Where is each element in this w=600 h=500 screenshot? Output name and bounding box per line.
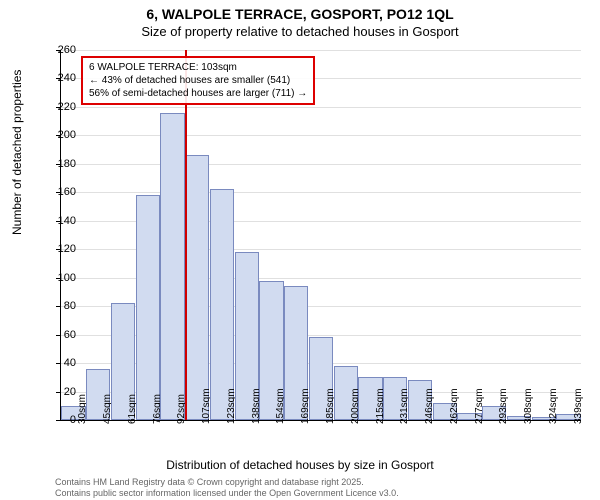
marker-line <box>185 50 187 420</box>
ytick-label: 200 <box>46 129 76 141</box>
x-axis-label: Distribution of detached houses by size … <box>0 458 600 472</box>
footer-attribution: Contains HM Land Registry data © Crown c… <box>55 477 399 500</box>
footer-line2: Contains public sector information licen… <box>55 488 399 499</box>
callout-line3: 56% of semi-detached houses are larger (… <box>89 87 307 100</box>
ytick-label: 60 <box>46 329 76 341</box>
gridline <box>61 50 581 51</box>
gridline <box>61 164 581 165</box>
page-subtitle: Size of property relative to detached ho… <box>0 22 600 39</box>
ytick-label: 120 <box>46 243 76 255</box>
histogram-bar <box>185 155 209 420</box>
ytick-label: 220 <box>46 101 76 113</box>
callout-line2: ← 43% of detached houses are smaller (54… <box>89 74 307 87</box>
histogram-bar <box>136 195 160 420</box>
page-title: 6, WALPOLE TERRACE, GOSPORT, PO12 1QL <box>0 0 600 22</box>
ytick-label: 240 <box>46 72 76 84</box>
ytick-label: 160 <box>46 186 76 198</box>
ytick-label: 20 <box>46 386 76 398</box>
gridline <box>61 107 581 108</box>
callout-box: 6 WALPOLE TERRACE: 103sqm ← 43% of detac… <box>81 56 315 105</box>
histogram-chart: 30sqm45sqm61sqm76sqm92sqm107sqm123sqm138… <box>60 50 581 421</box>
histogram-bar <box>210 189 234 420</box>
gridline <box>61 192 581 193</box>
callout-line1: 6 WALPOLE TERRACE: 103sqm <box>89 61 307 74</box>
xtick-label: 339sqm <box>573 388 584 424</box>
ytick-label: 40 <box>46 357 76 369</box>
histogram-bar <box>160 113 184 420</box>
y-axis-label: Number of detached properties <box>10 70 24 235</box>
ytick-label: 0 <box>46 414 76 426</box>
ytick-label: 100 <box>46 272 76 284</box>
ytick-label: 180 <box>46 158 76 170</box>
ytick-label: 260 <box>46 44 76 56</box>
footer-line1: Contains HM Land Registry data © Crown c… <box>55 477 399 488</box>
ytick-label: 80 <box>46 300 76 312</box>
gridline <box>61 135 581 136</box>
ytick-label: 140 <box>46 215 76 227</box>
